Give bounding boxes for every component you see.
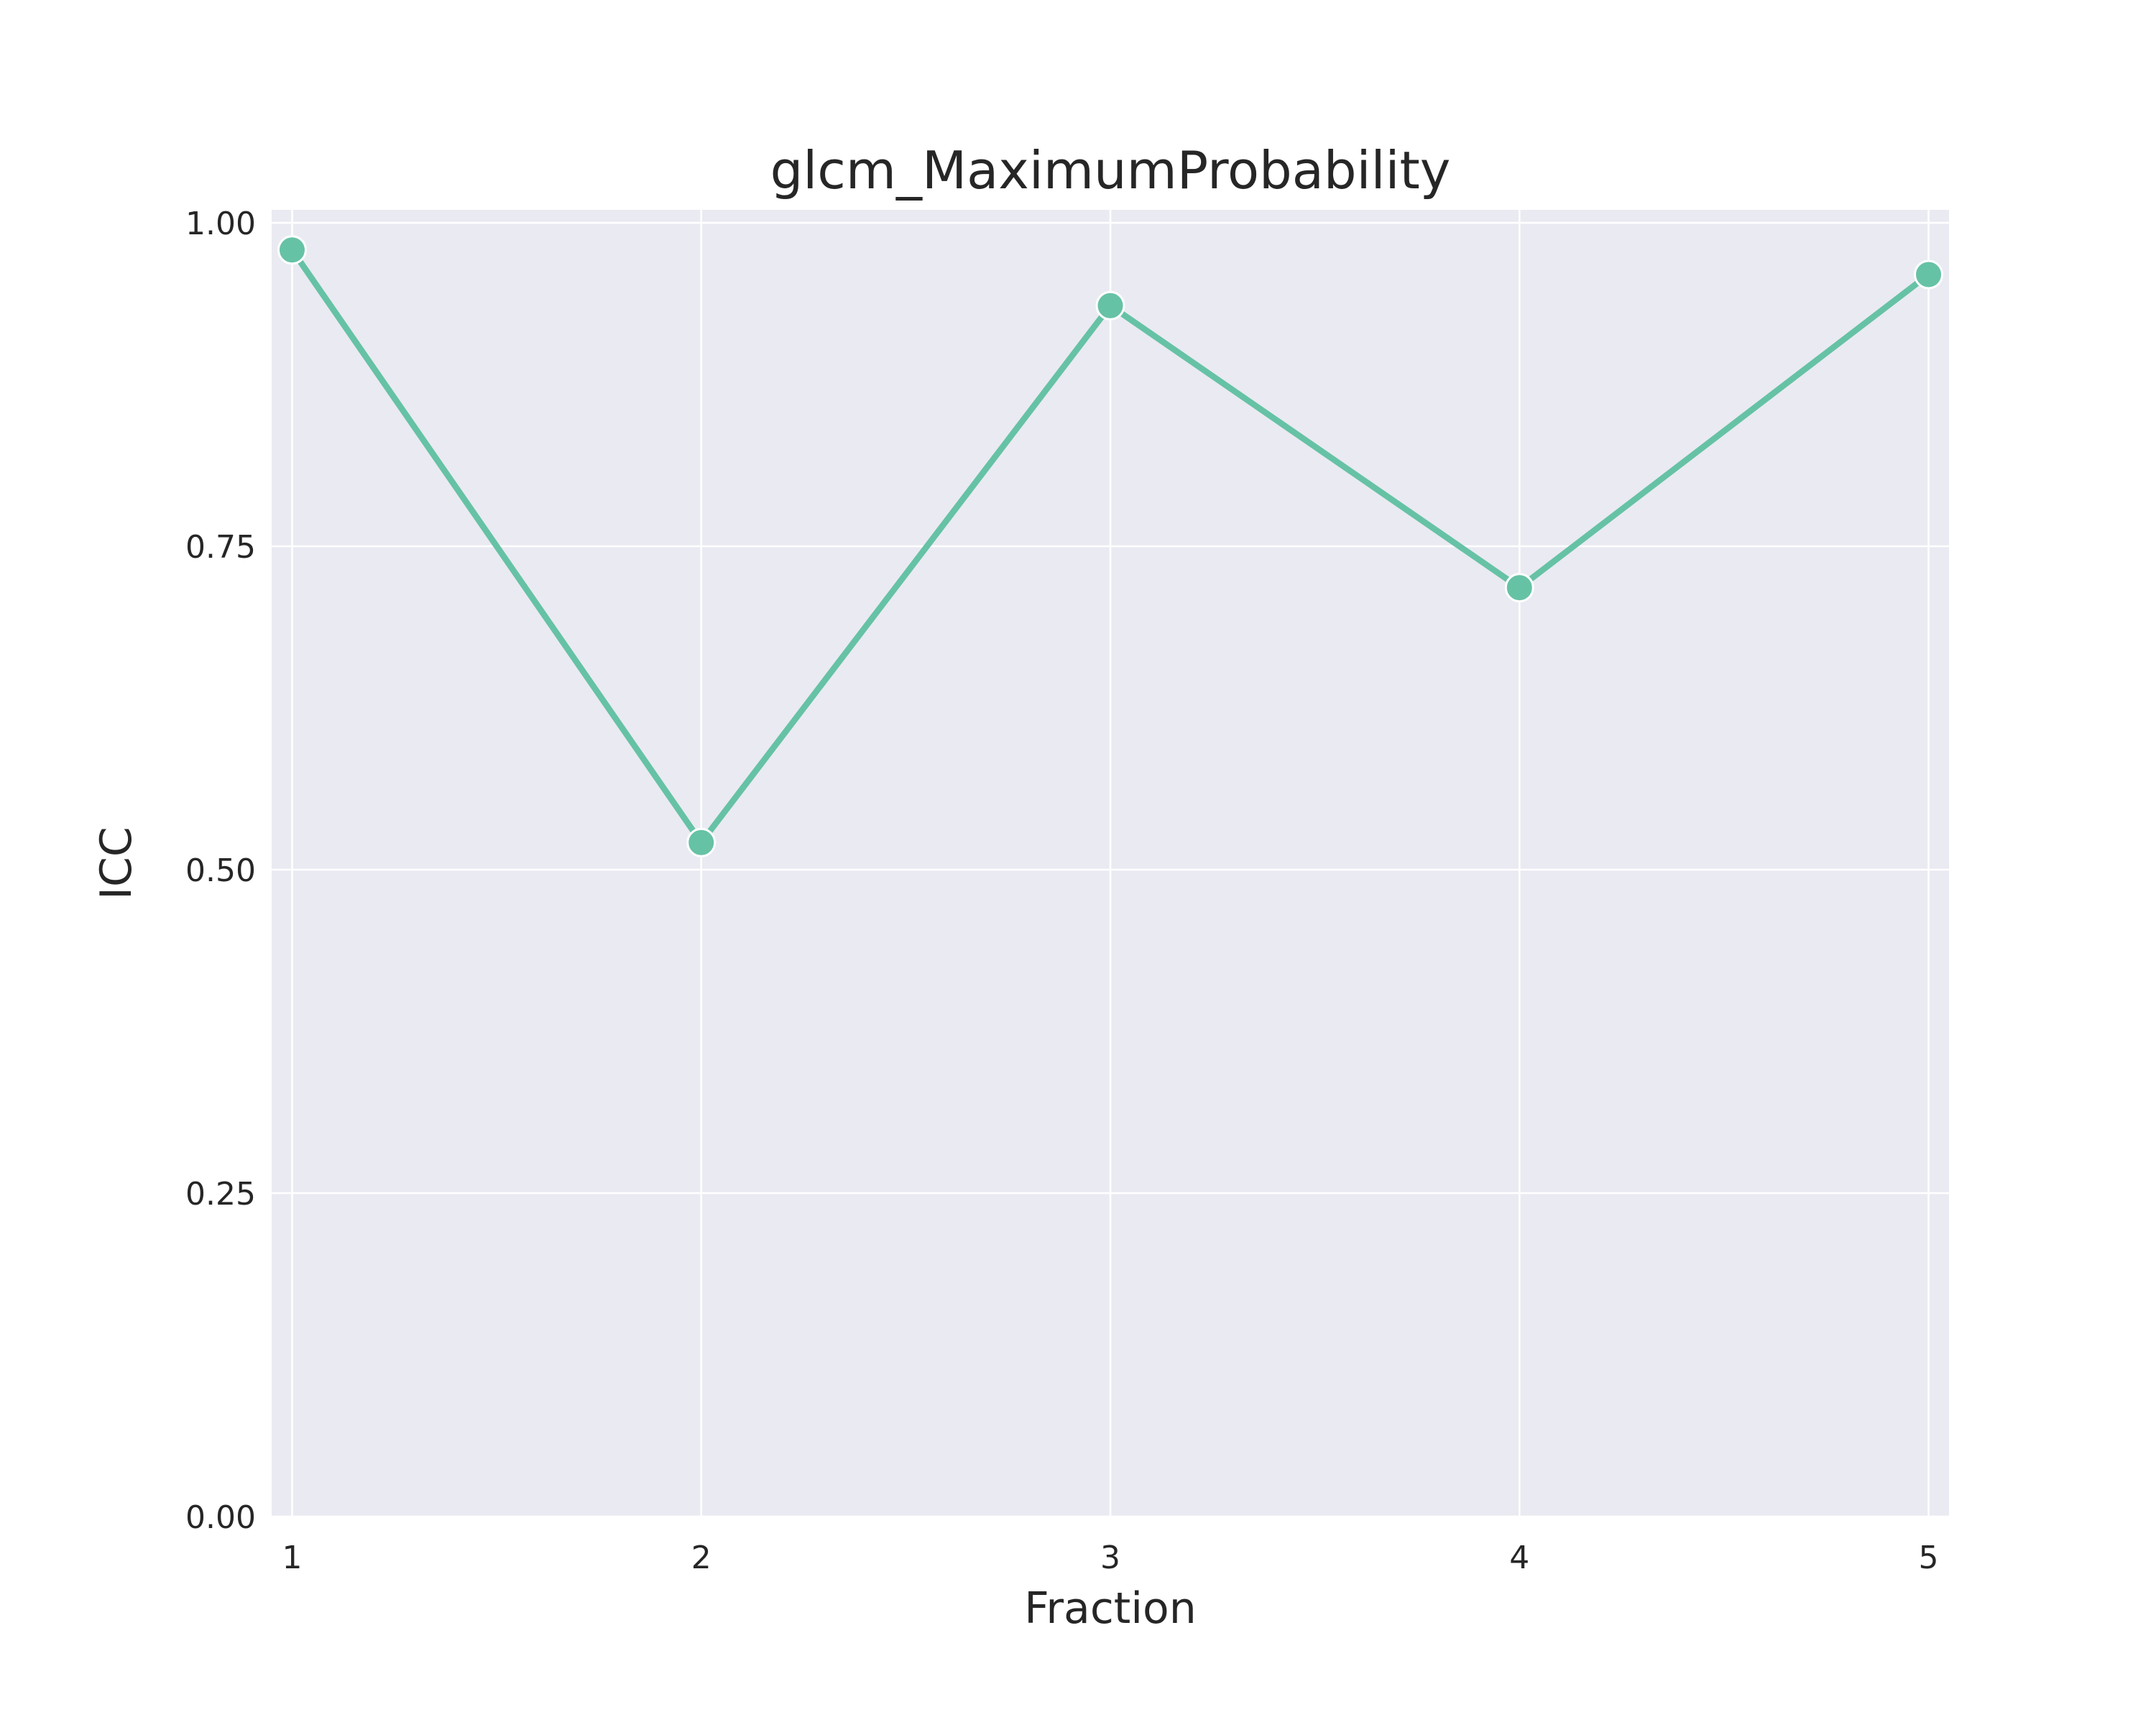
data-point [1095, 290, 1125, 321]
data-point [686, 827, 717, 857]
x-tick-label: 4 [1509, 1540, 1529, 1576]
x-tick-label: 5 [1919, 1540, 1939, 1576]
x-tick-label: 1 [282, 1540, 302, 1576]
y-tick-label: 0.50 [185, 852, 256, 889]
x-tick-label: 2 [691, 1540, 711, 1576]
data-point [277, 235, 307, 265]
y-axis-label: ICC [91, 827, 142, 899]
tick-labels: 0.00 0.25 0.50 0.75 1.00 1 2 3 4 5 [185, 206, 1939, 1576]
y-tick-label: 0.00 [185, 1499, 256, 1536]
y-tick-label: 0.25 [185, 1176, 256, 1213]
data-point [1914, 259, 1944, 290]
data-point [1504, 573, 1534, 603]
chart-title: glcm_MaximumProbability [770, 140, 1451, 201]
grid [272, 210, 1949, 1518]
y-tick-label: 0.75 [185, 529, 256, 566]
series-layer [277, 235, 1944, 857]
y-tick-label: 1.00 [185, 206, 256, 242]
x-axis-label: Fraction [1024, 1583, 1197, 1634]
x-tick-label: 3 [1100, 1540, 1120, 1576]
